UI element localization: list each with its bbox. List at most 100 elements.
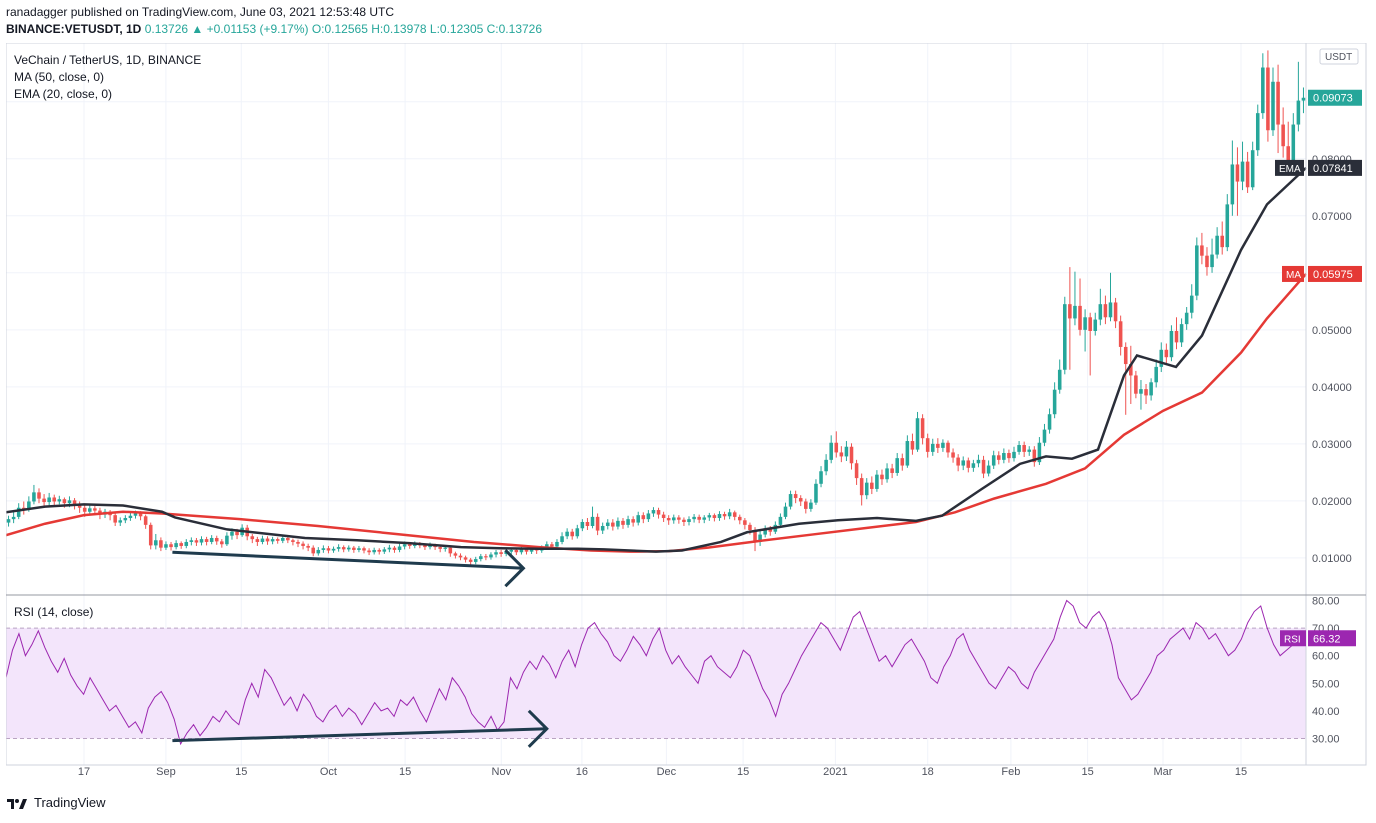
candle-body xyxy=(1047,414,1052,430)
candle-body xyxy=(1220,235,1224,248)
candle-body xyxy=(732,512,737,517)
candle-body xyxy=(1017,445,1021,452)
candle-body xyxy=(463,557,468,560)
candle-body xyxy=(62,499,67,504)
annotations-layer xyxy=(172,549,549,748)
candle-body xyxy=(133,513,138,516)
candle-body xyxy=(1261,67,1265,114)
candle-body xyxy=(1179,324,1184,343)
time-tick-label: Oct xyxy=(320,766,337,778)
candle-body xyxy=(1240,161,1245,182)
legend-ma: MA (50, close, 0) xyxy=(14,70,104,84)
candle-body xyxy=(1250,150,1255,188)
candle-body xyxy=(72,500,77,505)
candle-body xyxy=(1098,304,1103,320)
candle-body xyxy=(666,518,671,521)
candle-body xyxy=(154,540,158,546)
candle-body xyxy=(484,556,488,558)
candle-body xyxy=(280,537,285,541)
candle-body xyxy=(194,540,199,543)
candle-body xyxy=(930,443,935,452)
price-tick-label: 0.04000 xyxy=(1312,382,1352,394)
candle-body xyxy=(377,549,382,552)
rsi-grid xyxy=(6,595,1306,765)
candle-body xyxy=(1286,146,1291,165)
candle-body xyxy=(382,549,387,552)
candle-body xyxy=(1184,312,1189,325)
price-tick-label: 0.05000 xyxy=(1312,325,1352,337)
candle-body xyxy=(286,537,290,541)
candle-body xyxy=(616,520,620,527)
price-tag-value: 0.05975 xyxy=(1313,269,1353,281)
candle-body xyxy=(585,522,590,526)
price-tag-value: 0.07841 xyxy=(1313,163,1353,175)
time-tick-label: Nov xyxy=(492,766,512,778)
time-tick-label: Feb xyxy=(1001,766,1020,778)
candle-body xyxy=(407,544,412,546)
candle-body xyxy=(946,442,950,453)
legend-ema: EMA (20, close, 0) xyxy=(14,87,112,101)
candle-body xyxy=(16,507,21,517)
chart-container[interactable]: 0.010000.020000.030000.040000.050000.060… xyxy=(6,43,1372,789)
candle-body xyxy=(941,442,945,448)
candle-body xyxy=(1002,453,1006,460)
indicator-lines xyxy=(6,166,1307,746)
candle-body xyxy=(575,528,580,537)
candle-body xyxy=(885,468,889,480)
candle-body xyxy=(174,543,178,548)
candle-body xyxy=(250,536,255,540)
candle-body xyxy=(1007,453,1011,459)
candle-body xyxy=(824,459,828,472)
rsi-tag-value: 66.32 xyxy=(1313,633,1341,645)
candle-body xyxy=(311,547,316,554)
candle-body xyxy=(11,516,16,520)
candle-body xyxy=(814,483,818,503)
candle-body xyxy=(489,554,493,558)
price-tick-label: 0.02000 xyxy=(1312,496,1352,508)
candle-body xyxy=(656,510,661,515)
candle-body xyxy=(1159,349,1164,367)
candle-body xyxy=(1037,442,1042,463)
candle-body xyxy=(291,540,295,542)
price-tick-label: 0.01000 xyxy=(1312,553,1352,565)
candle-body xyxy=(438,547,442,549)
candle-body xyxy=(392,547,397,550)
candle-body xyxy=(1189,295,1194,313)
candle-body xyxy=(169,544,173,548)
footer-brand[interactable]: TradingView xyxy=(34,795,106,810)
candle-body xyxy=(67,500,72,504)
candle-body xyxy=(255,539,260,542)
rsi-tick-label: 50.00 xyxy=(1312,678,1340,690)
candle-body xyxy=(509,549,514,552)
candle-body xyxy=(1255,113,1260,151)
candle-body xyxy=(1296,100,1301,125)
candle-body xyxy=(1118,321,1123,347)
candle-body xyxy=(1042,429,1047,443)
candle-body xyxy=(265,538,270,542)
candle-body xyxy=(1230,164,1235,205)
candle-body xyxy=(1012,451,1016,459)
candle-body xyxy=(1149,382,1153,396)
candle-body xyxy=(372,549,376,553)
candle-body xyxy=(910,441,915,450)
legend-layer: VeChain / TetherUS, 1D, BINANCE MA (50, … xyxy=(14,53,201,619)
candle-body xyxy=(1032,449,1037,463)
candle-body xyxy=(961,460,966,466)
time-tick-label: 17 xyxy=(78,766,90,778)
candle-body xyxy=(605,522,610,526)
candle-body xyxy=(143,516,148,525)
price-tag-bg xyxy=(1308,89,1362,106)
chart-svg[interactable]: 0.010000.020000.030000.040000.050000.060… xyxy=(6,43,1372,789)
candle-body xyxy=(88,508,92,512)
candle-body xyxy=(966,460,971,468)
candle-body xyxy=(306,545,310,548)
candle-body xyxy=(1281,124,1285,147)
candle-body xyxy=(494,552,498,555)
candle-body xyxy=(214,537,219,542)
ohlc-values: O:0.12565 H:0.13978 L:0.12305 C:0.13726 xyxy=(311,22,543,36)
rsi-tag-label: RSI xyxy=(1284,634,1301,645)
chart-title: VeChain / TetherUS, 1D, BINANCE xyxy=(14,53,201,67)
candle-body xyxy=(925,438,930,452)
candle-body xyxy=(915,418,920,450)
candle-body xyxy=(783,506,788,517)
